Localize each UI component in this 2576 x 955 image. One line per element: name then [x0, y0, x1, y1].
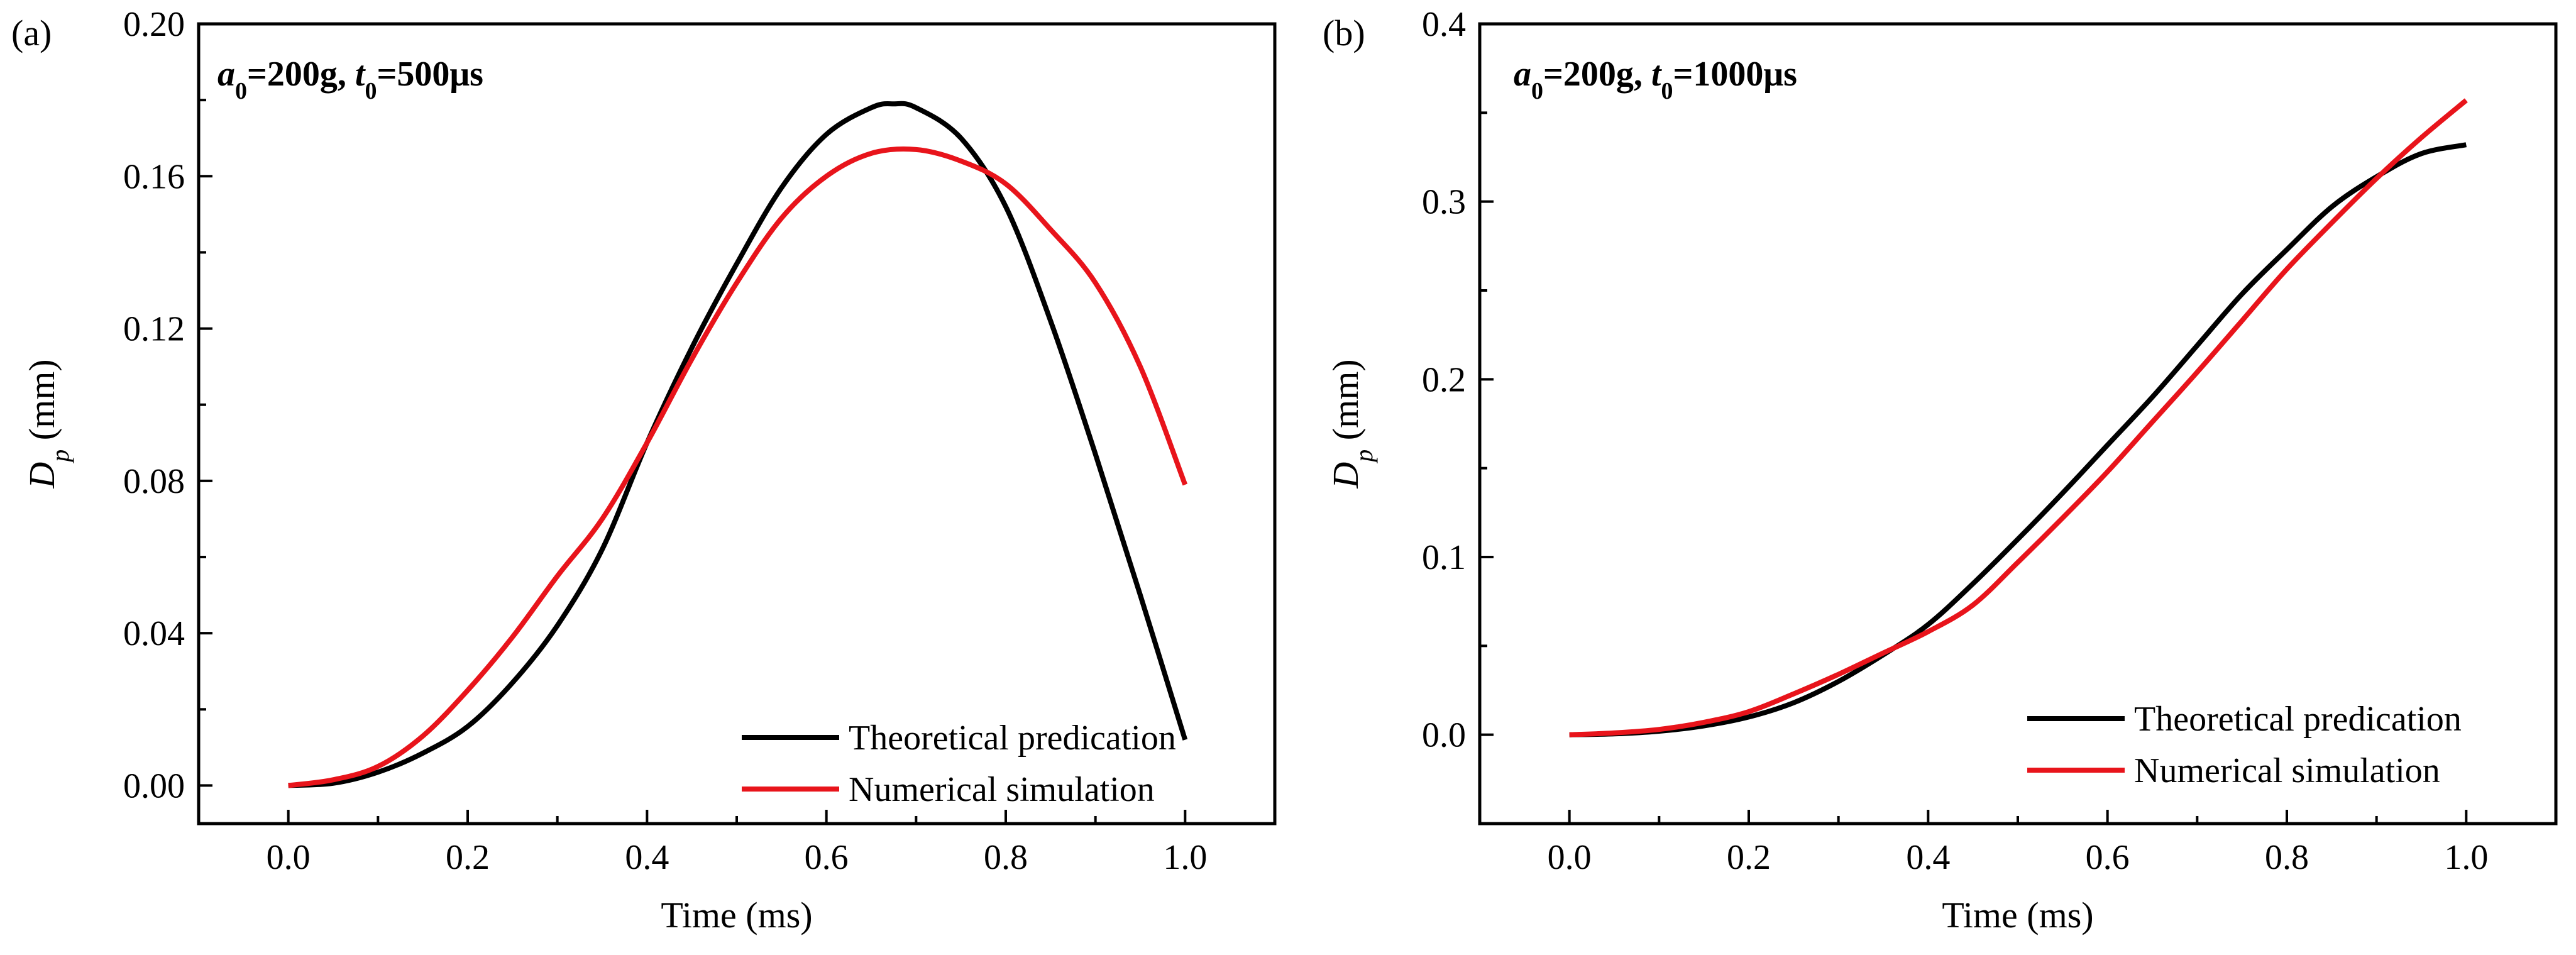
panel-a-y-axis-label-main: D [21, 462, 62, 489]
panel-a-annotation-t: t [355, 55, 366, 94]
panel-a-x-tick-label: 0.0 [267, 838, 311, 877]
panel-a-x-tick-label: 0.8 [984, 838, 1028, 877]
panel-a-annotation-a-val: =200g, [247, 55, 355, 94]
panel-a-plot-frame [197, 22, 1277, 825]
panel-b-y-axis-label-main: D [1325, 462, 1366, 489]
panel-b-x-tick-label: 0.8 [2265, 838, 2309, 877]
panel-b-y-axis-label-sub: p [1350, 450, 1378, 464]
panel-b-annotation-t: t [1651, 55, 1662, 94]
panel-b-x-tick-label: 0.0 [1548, 838, 1592, 877]
panel-b-x-tick-label: 1.0 [2444, 838, 2488, 877]
panel-a-annotation-a-sub: 0 [235, 78, 247, 104]
panel-a-y-tick-label: 0.08 [123, 462, 185, 501]
panel-a-series [288, 101, 1188, 788]
panel-a-y-axis-label: Dp (mm) [21, 359, 74, 489]
panel-b-legend-label-theoretical: Theoretical predication [2134, 700, 2462, 739]
panel-b-series [1569, 98, 2468, 737]
panel-a: (a) 0.0 0.2 0.4 0.6 0.8 1.00.000.040.080.120.… [11, 5, 1277, 936]
panel-a-label: (a) [11, 13, 52, 53]
panel-b-annotation-a: a [1514, 55, 1531, 94]
panel-b-annotation: a0=200g, t0=1000μs [1514, 55, 1797, 104]
panel-b-legend-label-numerical: Numerical simulation [2134, 751, 2440, 790]
panel-a-series-numerical-line [288, 146, 1188, 788]
panel-a-y-axis-label-sub: p [46, 450, 74, 464]
panel-a-x-tick-label: 0.6 [805, 838, 849, 877]
panel-b-y-axis-label-unit: (mm) [1325, 359, 1366, 449]
panel-b-x-tick-label: 0.2 [1727, 838, 1771, 877]
panel-a-legend: Theoretical predication Numerical simula… [742, 719, 1176, 809]
panel-a-legend-label-numerical: Numerical simulation [849, 770, 1155, 809]
panel-a-y-tick-label: 0.16 [123, 157, 185, 196]
panel-a-annotation-a: a [217, 55, 235, 94]
panel-b-x-tick-label: 0.4 [1906, 838, 1950, 877]
panel-a-legend-label-theoretical: Theoretical predication [849, 719, 1176, 758]
panel-a-y-tick-label: 0.12 [123, 310, 185, 349]
panel-a-series-theoretical-line [288, 101, 1188, 788]
panel-b: (b) 0.0 0.2 0.4 0.6 0.8 1.00.00.10.20.30.4 a0… [1323, 5, 2558, 936]
panel-b-y-tick-label: 0.2 [1422, 360, 1466, 399]
panel-b-label: (b) [1323, 13, 1365, 53]
panel-a-y-tick-label: 0.20 [123, 5, 185, 44]
panel-b-legend: Theoretical predication Numerical simula… [2027, 700, 2462, 790]
panel-a-y-tick-label: 0.00 [123, 766, 185, 805]
panel-b-annotation-t-val: =1000μs [1673, 55, 1797, 94]
panel-b-annotation-a-sub: 0 [1531, 78, 1543, 104]
panel-a-annotation: a0=200g, t0=500μs [217, 55, 483, 104]
panel-b-y-axis-label: Dp (mm) [1325, 359, 1378, 489]
panel-a-y-axis-label-unit: (mm) [21, 359, 62, 449]
panel-b-y-tick-label: 0.1 [1422, 538, 1466, 577]
panel-a-annotation-t-val: =500μs [377, 55, 483, 94]
panel-b-y-tick-label: 0.0 [1422, 716, 1466, 755]
panel-b-x-tick-label: 0.6 [2086, 838, 2130, 877]
panel-b-y-tick-label: 0.4 [1422, 5, 1466, 44]
panel-a-ticks: 0.0 0.2 0.4 0.6 0.8 1.0 0.00 0.04 0.08 0.12 0.16 0.… [123, 5, 1207, 877]
panel-b-ticks: 0.0 0.2 0.4 0.6 0.8 1.0 0.0 0.1 0.2 0.3 0.4 [1422, 5, 2488, 877]
panel-a-x-tick-label: 0.4 [625, 838, 669, 877]
panel-b-series-numerical-line [1569, 98, 2468, 737]
panel-b-y-tick-label: 0.3 [1422, 183, 1466, 222]
panel-b-annotation-t-sub: 0 [1661, 78, 1673, 104]
panel-b-x-axis-label: Time (ms) [1942, 895, 2093, 936]
panel-b-series-theoretical-line [1569, 142, 2467, 737]
panel-a-x-tick-label: 1.0 [1163, 838, 1207, 877]
panel-a-x-tick-label: 0.2 [446, 838, 490, 877]
panel-a-annotation-t-sub: 0 [365, 78, 377, 104]
panel-b-plot-frame [1478, 22, 2558, 825]
panel-a-x-axis-label: Time (ms) [661, 895, 812, 936]
panel-b-annotation-a-val: =200g, [1543, 55, 1651, 94]
panel-a-y-tick-label: 0.04 [123, 614, 185, 653]
